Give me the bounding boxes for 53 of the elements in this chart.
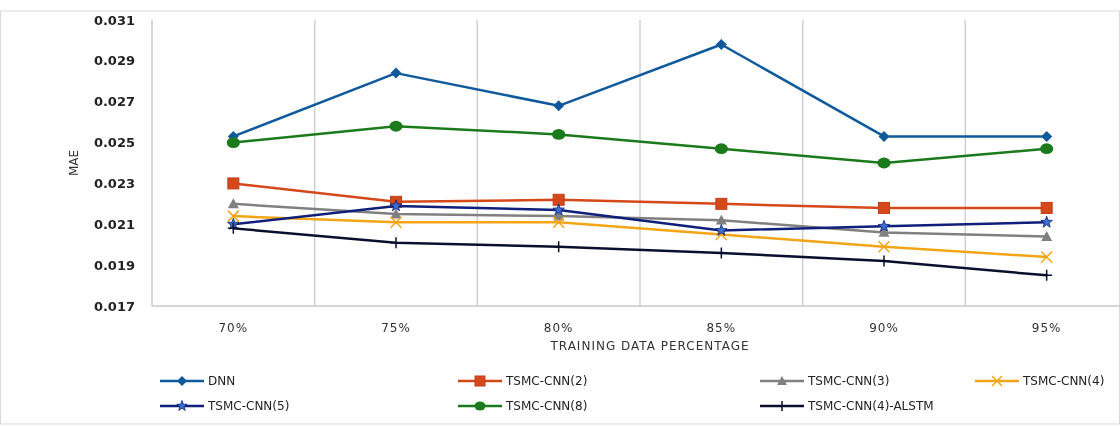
x-tick-label: 70% bbox=[218, 321, 249, 335]
y-tick-label: 0.027 bbox=[93, 94, 135, 110]
point bbox=[715, 223, 728, 236]
x-tick-label: 95% bbox=[1031, 321, 1062, 335]
x-tick-label: 90% bbox=[869, 321, 899, 335]
point bbox=[1040, 143, 1054, 155]
y-axis-title: MAE bbox=[67, 149, 81, 177]
y-tick-label: 0.025 bbox=[93, 135, 135, 151]
point bbox=[1041, 130, 1053, 142]
point bbox=[226, 137, 240, 148]
y-tick-label: 0.021 bbox=[93, 216, 135, 232]
point bbox=[1040, 215, 1053, 228]
point bbox=[389, 120, 403, 132]
legend-label: DNN bbox=[208, 374, 236, 389]
y-tick-label: 0.023 bbox=[93, 175, 135, 191]
y-tick-label: 0.031 bbox=[93, 12, 135, 28]
point bbox=[390, 67, 402, 79]
point bbox=[552, 193, 565, 206]
legend-label: TSMC-CNN(8) bbox=[505, 399, 588, 414]
x-tick-label: 80% bbox=[543, 321, 574, 335]
point bbox=[878, 201, 890, 214]
x-tick-label: 75% bbox=[381, 321, 411, 335]
y-tick-label: 0.029 bbox=[93, 53, 135, 69]
point bbox=[1040, 250, 1053, 264]
point bbox=[227, 222, 240, 235]
point bbox=[714, 143, 728, 155]
point bbox=[552, 129, 566, 140]
legend-label: TSMC-CNN(4) bbox=[1022, 374, 1105, 389]
point bbox=[877, 219, 891, 232]
point bbox=[227, 177, 240, 190]
legend-label: TSMC-CNN(4)-ALSTM bbox=[807, 399, 934, 414]
point bbox=[715, 197, 728, 210]
point bbox=[227, 209, 240, 223]
point bbox=[715, 39, 727, 51]
y-tick-label: 0.017 bbox=[93, 298, 135, 314]
point bbox=[389, 215, 403, 229]
point bbox=[552, 203, 565, 216]
point bbox=[877, 157, 891, 169]
point bbox=[877, 240, 891, 254]
point bbox=[878, 130, 890, 142]
y-tick-label: 0.019 bbox=[93, 257, 135, 273]
legend-label: TSMC-CNN(2) bbox=[505, 374, 588, 389]
point bbox=[552, 215, 565, 229]
point bbox=[715, 214, 727, 225]
point bbox=[1040, 201, 1053, 214]
legend-label: TSMC-CNN(5) bbox=[207, 399, 290, 414]
point bbox=[553, 100, 565, 112]
legend-label: TSMC-CNN(3) bbox=[807, 374, 890, 389]
x-tick-label: 85% bbox=[706, 321, 737, 335]
point bbox=[1041, 231, 1053, 241]
point bbox=[227, 198, 239, 209]
x-axis-title: TRAINING DATA PERCENTAGE bbox=[549, 339, 750, 353]
point bbox=[389, 199, 403, 212]
